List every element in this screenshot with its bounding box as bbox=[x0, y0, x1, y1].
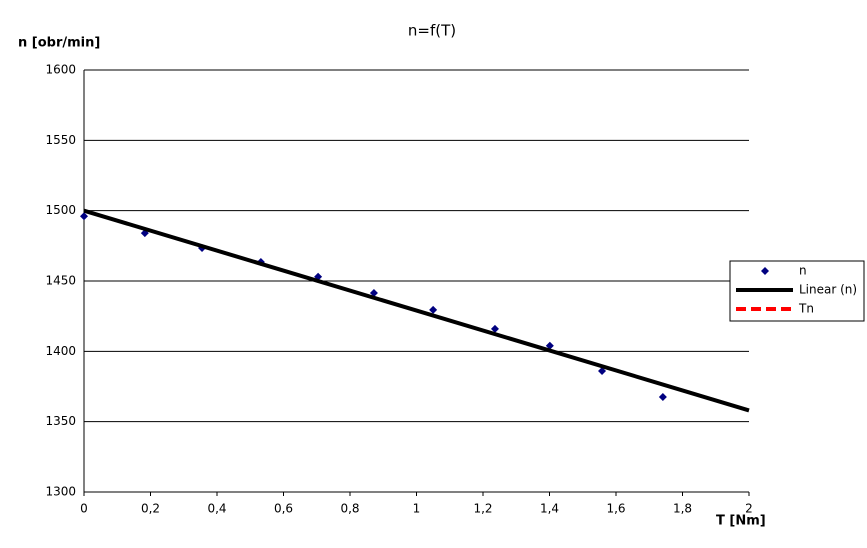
data-point bbox=[369, 288, 378, 297]
y-tick-label: 1500 bbox=[45, 203, 76, 217]
x-tick-label: 0,6 bbox=[274, 502, 293, 516]
data-point bbox=[490, 324, 499, 333]
data-point bbox=[545, 341, 554, 350]
legend-label: n bbox=[799, 264, 807, 278]
legend-label: Tn bbox=[798, 302, 814, 316]
x-tick-label: 0 bbox=[80, 502, 88, 516]
x-tick-label: 1,2 bbox=[473, 502, 492, 516]
y-tick-label: 1450 bbox=[45, 274, 76, 288]
y-tick-label: 1300 bbox=[45, 485, 76, 499]
y-tick-label: 1550 bbox=[45, 133, 76, 147]
x-axis-label: T [Nm] bbox=[716, 514, 766, 529]
x-tick-label: 0,8 bbox=[340, 502, 359, 516]
data-point bbox=[429, 305, 438, 314]
x-tick-label: 1,6 bbox=[606, 502, 625, 516]
x-tick-label: 0,2 bbox=[141, 502, 160, 516]
data-point bbox=[80, 212, 88, 221]
legend-label: Linear (n) bbox=[799, 283, 857, 297]
y-tick-label: 1400 bbox=[45, 344, 76, 358]
x-tick-label: 1,8 bbox=[673, 502, 692, 516]
x-tick-label: 2 bbox=[745, 502, 753, 516]
legend-marker bbox=[761, 267, 769, 275]
y-tick-label: 1600 bbox=[45, 63, 76, 77]
y-axis-label: n [obr/min] bbox=[18, 36, 100, 51]
x-tick-label: 0,4 bbox=[207, 502, 226, 516]
x-tick-label: 1 bbox=[413, 502, 421, 516]
x-tick-label: 1,4 bbox=[540, 502, 559, 516]
data-point bbox=[598, 367, 607, 376]
data-point bbox=[658, 393, 667, 402]
trend-line bbox=[83, 208, 750, 413]
y-tick-label: 1350 bbox=[45, 414, 76, 428]
chart-title: n=f(T) bbox=[408, 22, 456, 40]
